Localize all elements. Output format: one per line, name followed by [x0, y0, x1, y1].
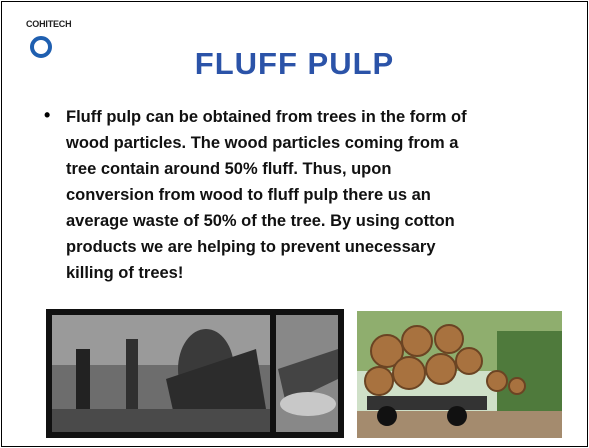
page: COHITECH FLUFF PULP • Fluff pulp can be … — [0, 0, 589, 448]
bullet-text: Fluff pulp can be obtained from trees in… — [66, 104, 467, 286]
text-line: tree contain around 50% fluff. Thus, upo… — [66, 156, 467, 182]
logo-text: COHITECH — [26, 19, 71, 29]
text-line: Fluff pulp can be obtained from trees in… — [66, 104, 467, 130]
bullet-marker: • — [44, 105, 50, 126]
text-line: conversion from wood to fluff pulp there… — [66, 182, 467, 208]
text-line: average waste of 50% of the tree. By usi… — [66, 208, 467, 234]
text-line: wood particles. The wood particles comin… — [66, 130, 467, 156]
photo-logs — [357, 311, 562, 438]
text-line: products we are helping to prevent unece… — [66, 234, 467, 260]
photo-forest — [46, 309, 344, 438]
text-line: killing of trees! — [66, 260, 467, 286]
slide-title: FLUFF PULP — [0, 46, 589, 82]
